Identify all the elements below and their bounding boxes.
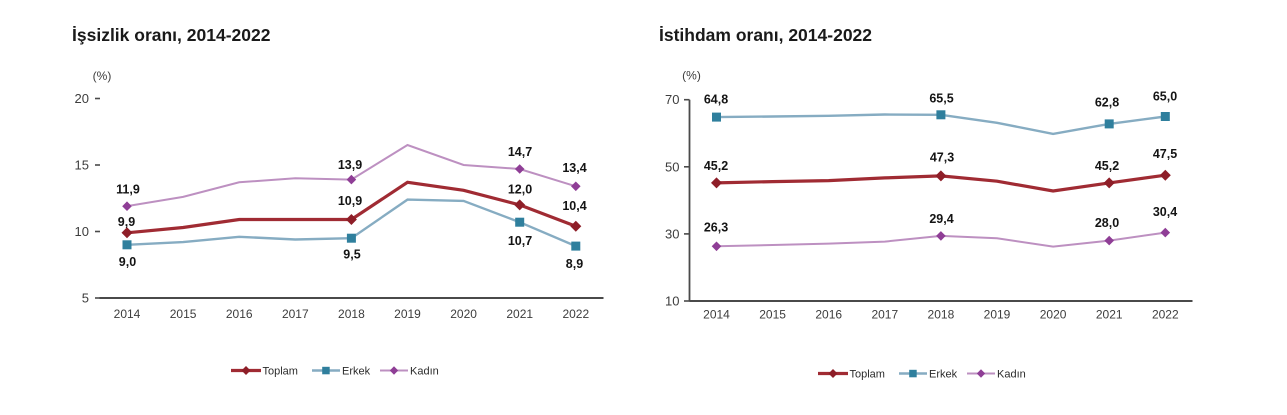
svg-text:2014: 2014 xyxy=(703,308,730,322)
svg-text:2017: 2017 xyxy=(871,308,898,322)
svg-text:9,9: 9,9 xyxy=(118,215,135,229)
svg-text:10,9: 10,9 xyxy=(338,194,362,208)
svg-text:2018: 2018 xyxy=(338,307,365,321)
svg-text:2016: 2016 xyxy=(226,307,253,321)
svg-text:65,0: 65,0 xyxy=(1153,90,1177,104)
svg-text:64,8: 64,8 xyxy=(704,93,728,107)
svg-text:2020: 2020 xyxy=(1040,308,1067,322)
svg-text:2022: 2022 xyxy=(562,307,589,321)
svg-text:5: 5 xyxy=(82,291,89,306)
svg-text:9,5: 9,5 xyxy=(343,248,360,262)
svg-text:10,7: 10,7 xyxy=(508,234,532,248)
svg-text:15: 15 xyxy=(75,158,89,173)
svg-text:45,2: 45,2 xyxy=(1095,159,1119,173)
svg-text:2021: 2021 xyxy=(506,307,533,321)
svg-text:(%): (%) xyxy=(93,69,112,83)
svg-text:47,5: 47,5 xyxy=(1153,147,1177,161)
svg-text:Kadın: Kadın xyxy=(410,365,439,377)
svg-text:10,4: 10,4 xyxy=(562,199,586,213)
svg-text:2017: 2017 xyxy=(282,307,309,321)
svg-text:70: 70 xyxy=(665,92,679,107)
svg-text:9,0: 9,0 xyxy=(119,255,136,269)
svg-text:Toplam: Toplam xyxy=(850,368,885,380)
svg-text:30,4: 30,4 xyxy=(1153,205,1177,219)
svg-text:2015: 2015 xyxy=(170,307,197,321)
svg-text:2020: 2020 xyxy=(450,307,477,321)
svg-text:10: 10 xyxy=(75,224,89,239)
svg-text:Erkek: Erkek xyxy=(342,365,371,377)
svg-text:14,7: 14,7 xyxy=(508,145,532,159)
svg-text:26,3: 26,3 xyxy=(704,221,728,235)
svg-text:50: 50 xyxy=(665,159,679,174)
svg-text:Toplam: Toplam xyxy=(263,365,298,377)
svg-text:20: 20 xyxy=(75,91,89,106)
svg-text:29,4: 29,4 xyxy=(929,212,953,226)
svg-text:47,3: 47,3 xyxy=(930,151,954,165)
svg-text:8,9: 8,9 xyxy=(566,257,583,271)
svg-text:12,0: 12,0 xyxy=(508,183,532,197)
svg-text:Erkek: Erkek xyxy=(929,368,958,380)
svg-text:65,5: 65,5 xyxy=(929,92,953,106)
svg-text:2022: 2022 xyxy=(1152,308,1179,322)
svg-text:İşsizlik oranı, 2014-2022: İşsizlik oranı, 2014-2022 xyxy=(72,25,271,45)
svg-text:28,0: 28,0 xyxy=(1095,216,1119,230)
svg-text:45,2: 45,2 xyxy=(704,159,728,173)
svg-text:30: 30 xyxy=(665,226,679,241)
svg-text:2016: 2016 xyxy=(815,308,842,322)
svg-text:2018: 2018 xyxy=(928,308,955,322)
svg-text:10: 10 xyxy=(665,294,679,309)
svg-text:2014: 2014 xyxy=(114,307,141,321)
svg-text:2019: 2019 xyxy=(394,307,421,321)
svg-text:13,4: 13,4 xyxy=(562,161,586,175)
svg-text:62,8: 62,8 xyxy=(1095,96,1119,110)
svg-text:2015: 2015 xyxy=(759,308,786,322)
svg-text:İstihdam oranı, 2014-2022: İstihdam oranı, 2014-2022 xyxy=(659,25,872,45)
svg-text:11,9: 11,9 xyxy=(116,183,140,197)
svg-text:2021: 2021 xyxy=(1096,308,1123,322)
svg-text:(%): (%) xyxy=(682,69,701,83)
svg-text:13,9: 13,9 xyxy=(338,158,362,172)
svg-text:Kadın: Kadın xyxy=(997,368,1026,380)
svg-text:2019: 2019 xyxy=(984,308,1011,322)
